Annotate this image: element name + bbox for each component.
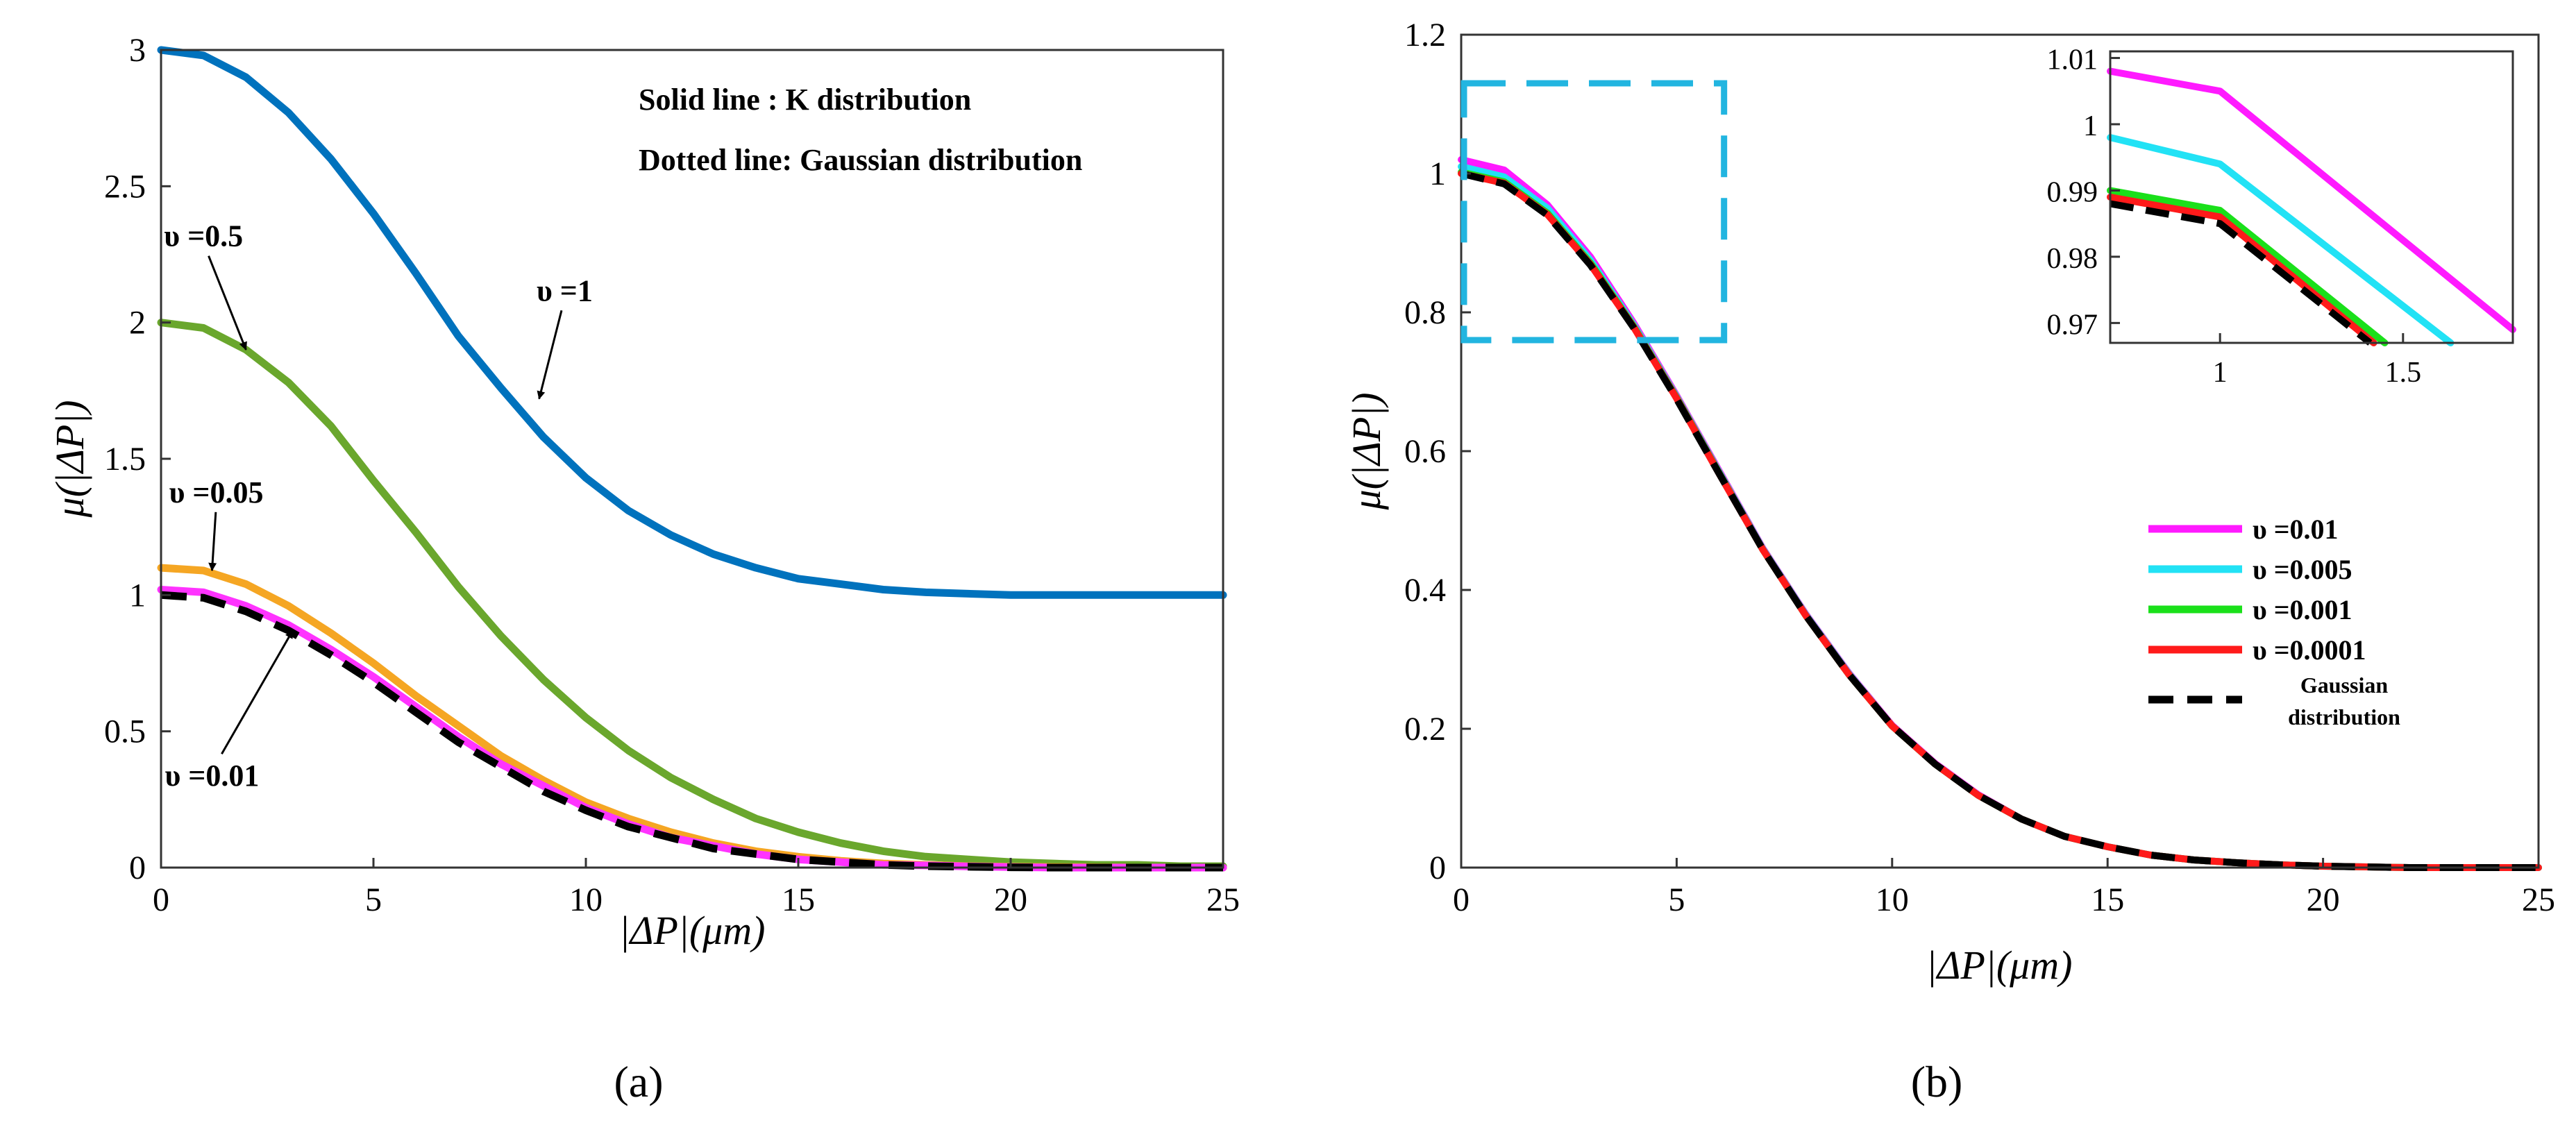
legend-label-0: υ =0.01 — [2253, 514, 2339, 545]
panel-a-annotation-1: υ =0.5 — [164, 219, 243, 253]
panel-a-chart: 0 5 10 15 20 25 0 0.5 1 1.5 2 2.5 3 υ =1 υ =0.5 υ =0.0… — [47, 32, 1240, 1106]
panel-a-ytick-label: 0 — [129, 850, 146, 886]
panel-a-ytick-label: 3 — [129, 32, 146, 69]
panel-b-xtick-label: 20 — [2307, 881, 2340, 918]
panel-a-xtick-label: 20 — [994, 881, 1027, 918]
panel-b-ytick-label: 0.2 — [1404, 711, 1446, 748]
panel-a-annotation-arrow-0 — [537, 310, 563, 400]
legend-label-2: υ =0.001 — [2253, 594, 2352, 625]
panel-a-annotation-0: υ =1 — [537, 273, 593, 307]
panel-b-ytick-label: 0.4 — [1404, 572, 1446, 609]
panel-a-xtick-label: 0 — [153, 881, 169, 918]
inset-series-1 — [2107, 134, 2455, 346]
panel-a-ylabel: μ(|ΔP|) — [47, 400, 92, 518]
panel-b-ytick-label: 1 — [1429, 155, 1446, 192]
panel-b-label: (b) — [1911, 1057, 1963, 1106]
panel-b-ytick-label: 0 — [1429, 850, 1446, 886]
panel-b-xtick-label: 0 — [1453, 881, 1470, 918]
legend-label-3: υ =0.0001 — [2253, 634, 2366, 666]
panel-a-xtick-label: 5 — [365, 881, 382, 918]
panel-b-xtick-label: 15 — [2091, 881, 2124, 918]
panel-a-ytick-label: 0.5 — [104, 714, 146, 750]
panel-a-ytick-label: 2 — [129, 305, 146, 341]
panel-b-zoom-box — [1460, 80, 1728, 344]
inset-xtick-label: 1.5 — [2385, 357, 2422, 389]
inset-axes-frame — [2109, 50, 2514, 344]
panel-a-xtick-label: 15 — [782, 881, 815, 918]
panel-b-ytick-label: 0.6 — [1404, 433, 1446, 470]
panel-a-ytick-label: 1 — [129, 577, 146, 614]
panel-b-ylabel: μ(|ΔP|) — [1344, 392, 1389, 510]
panel-a-annotation-arrow-1 — [208, 255, 247, 351]
panel-a-annotation-arrow-2 — [208, 512, 217, 571]
inset-ytick-label: 1.01 — [2047, 44, 2098, 76]
inset-series-2 — [2107, 187, 2389, 346]
panel-a-xlabel: |ΔP|(μm) — [619, 908, 766, 953]
panel-a-annotation-arrow-3 — [221, 630, 294, 754]
panel-a-series-0 — [157, 46, 1227, 599]
panel-b-xlabel: |ΔP|(μm) — [1926, 943, 2073, 988]
panel-b-legend: υ =0.01 υ =0.005 υ =0.001 υ =0.0001 Gaussian… — [2148, 514, 2400, 729]
panel-b-inset: 1 1.5 0.97 0.98 0.99 1 1.01 — [2047, 44, 2516, 389]
inset-series-4 — [2110, 200, 2373, 346]
panel-a-xtick-label: 25 — [1206, 881, 1240, 918]
panel-a-ytick-label: 1.5 — [104, 441, 146, 478]
panel-a-series-2 — [157, 564, 1227, 872]
panel-a-label: (a) — [614, 1057, 663, 1106]
panel-a-xtick-label: 10 — [569, 881, 603, 918]
inset-xtick-label: 1 — [2213, 357, 2228, 389]
inset-ytick-label: 1 — [2083, 110, 2098, 142]
panel-a-annotation-3: υ =0.01 — [165, 759, 259, 793]
inset-series-0 — [2107, 67, 2516, 333]
panel-a-ytick-label: 2.5 — [104, 168, 146, 205]
panel-a-note-dotted: Dotted line: Gaussian distribution — [639, 143, 1082, 177]
legend-label-1: υ =0.005 — [2253, 554, 2352, 585]
legend-label-4-line2: distribution — [2288, 704, 2400, 729]
panel-b-ytick-label: 0.8 — [1404, 294, 1446, 331]
panel-a-series-3 — [157, 586, 1227, 872]
panel-a-annotation-2: υ =0.05 — [169, 475, 264, 509]
inset-ytick-label: 0.99 — [2047, 176, 2098, 208]
panel-a-series-4 — [160, 591, 1223, 872]
panel-b-ytick-label: 1.2 — [1404, 17, 1446, 53]
panel-b-xtick-label: 5 — [1668, 881, 1685, 918]
panel-b-xtick-label: 10 — [1876, 881, 1909, 918]
legend-label-4: Gaussian — [2300, 673, 2388, 698]
panel-b-xtick-label: 25 — [2522, 881, 2555, 918]
inset-ytick-label: 0.98 — [2047, 243, 2098, 275]
inset-ytick-label: 0.97 — [2047, 309, 2098, 341]
panel-a-note-solid: Solid line : K distribution — [639, 83, 971, 117]
